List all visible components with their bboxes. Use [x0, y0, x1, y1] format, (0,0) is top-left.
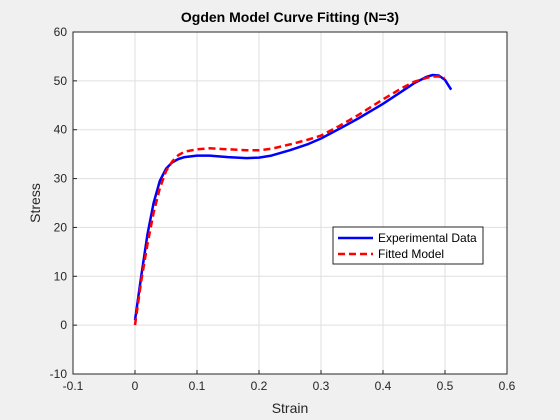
- chart-title: Ogden Model Curve Fitting (N=3): [181, 9, 399, 25]
- y-tick-label: 40: [54, 123, 68, 137]
- x-tick-label: 0.3: [313, 379, 330, 393]
- x-tick-label: 0.5: [437, 379, 454, 393]
- legend-box: [332, 226, 484, 265]
- x-tick-label: 0.1: [189, 379, 206, 393]
- x-tick-label: -0.1: [63, 379, 84, 393]
- plot-frame: [72, 31, 508, 375]
- x-tick-label: 0.2: [251, 379, 268, 393]
- y-tick-label: 50: [54, 74, 68, 88]
- y-tick-label: 30: [54, 172, 68, 186]
- x-tick-label: 0.4: [375, 379, 392, 393]
- ticks: -0.1 0 0.1 0.2 0.3 0.4 0.5 0.6 -10 0 10 20 30 40 50 60: [50, 25, 516, 393]
- grid: [72, 31, 508, 375]
- plot-area: [73, 32, 507, 374]
- legend: Experimental Data Fitted Model: [332, 226, 484, 265]
- y-tick-label: 20: [54, 220, 68, 234]
- fitted-model-line: [133, 75, 446, 326]
- y-tick-label: 60: [54, 25, 68, 39]
- legend-label: Fitted Model: [378, 247, 444, 261]
- y-tick-label: 0: [60, 318, 67, 332]
- experimental-data-line: [133, 73, 453, 321]
- legend-label: Experimental Data: [378, 231, 477, 245]
- x-tick-label: 0: [132, 379, 139, 393]
- y-tick-label: -10: [50, 367, 68, 381]
- series-layer: [133, 73, 453, 326]
- y-axis-label: Stress: [27, 183, 43, 223]
- x-tick-label: 0.6: [499, 379, 516, 393]
- y-tick-label: 10: [54, 269, 68, 283]
- x-axis-label: Strain: [272, 400, 309, 416]
